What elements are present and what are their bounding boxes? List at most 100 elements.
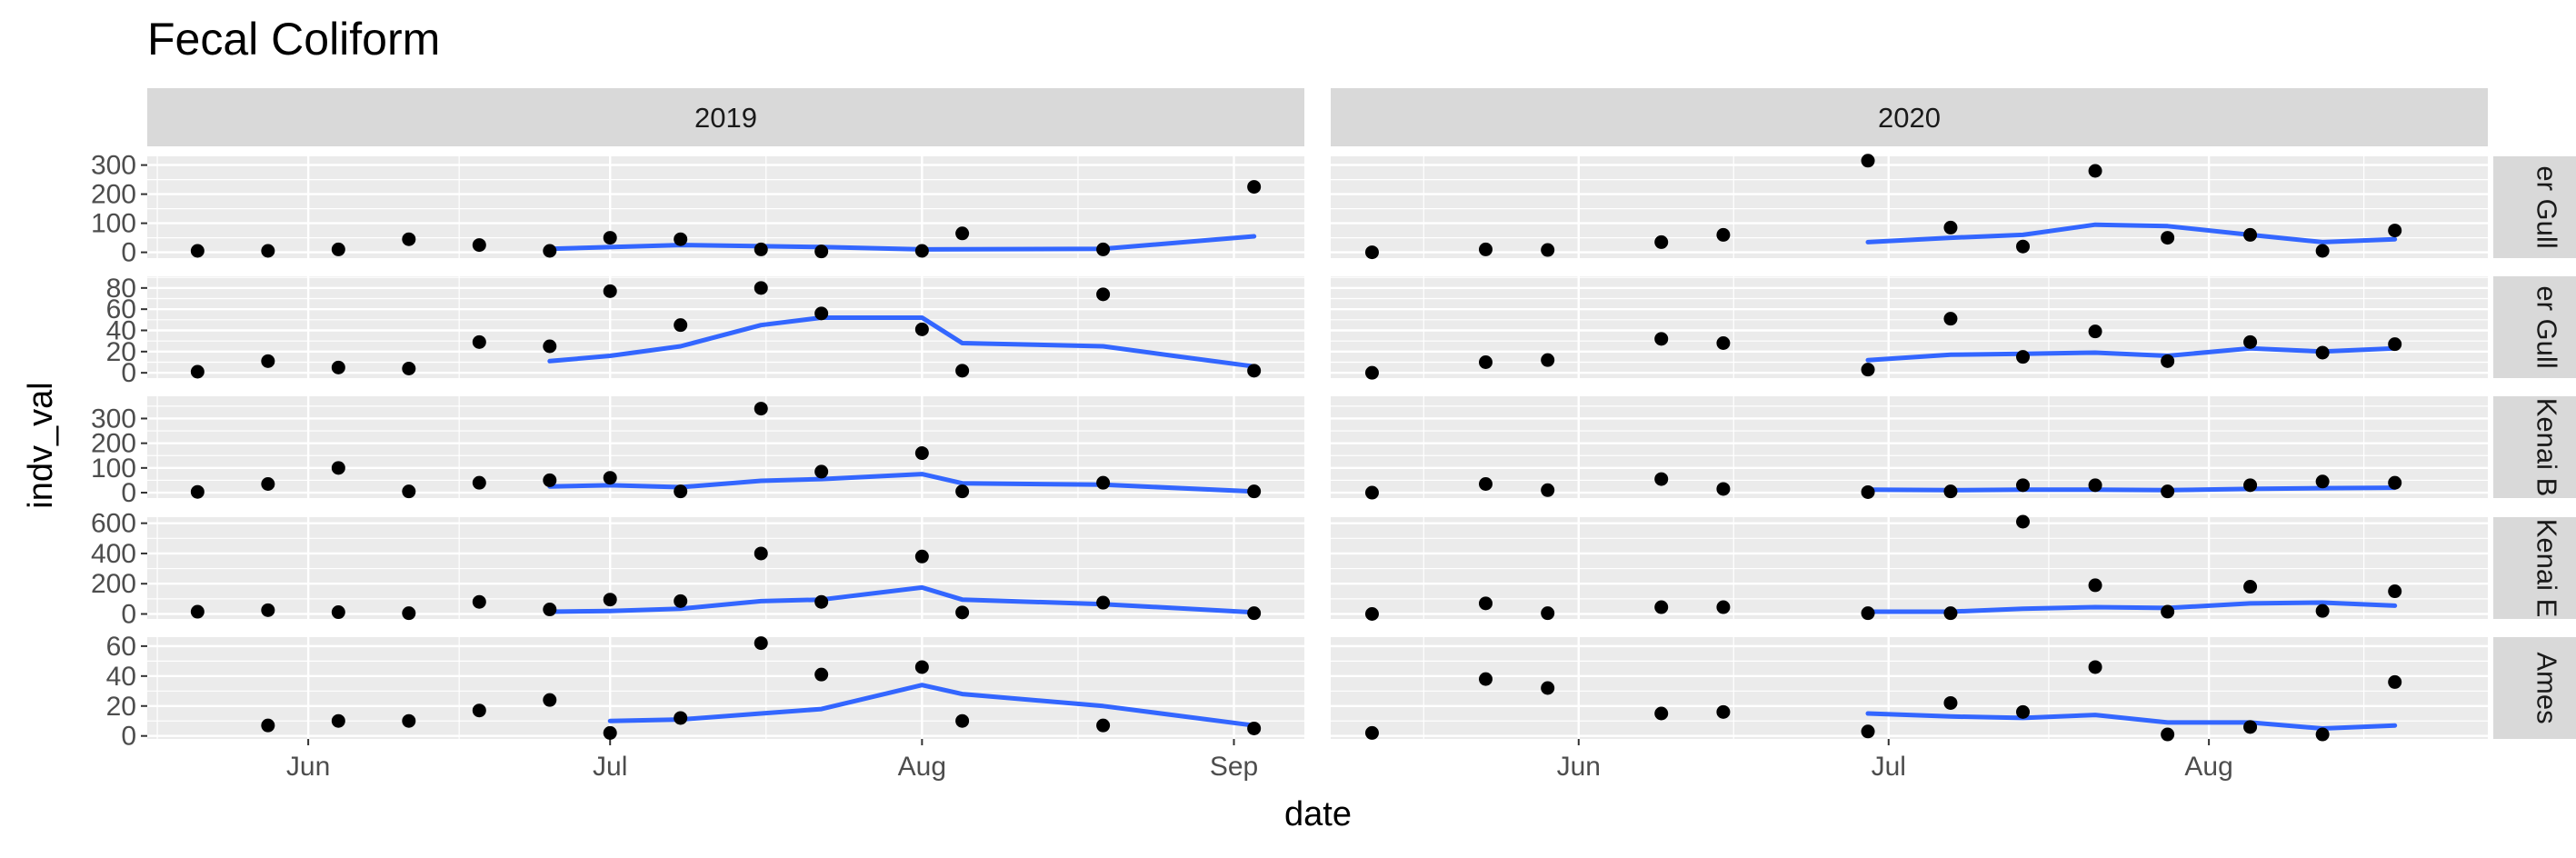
x-tick-label: Jul [593,752,627,782]
data-point [1096,718,1111,733]
data-point [914,244,929,258]
row-strip [2493,156,2576,258]
chart-title: Fecal Coliform [147,14,440,65]
facet-panel [1331,396,2488,498]
data-point [1478,672,1493,686]
facet-panel [1331,637,2488,739]
data-point [2016,239,2031,254]
data-point [2243,580,2258,594]
data-point [754,546,768,561]
data-point [543,339,557,354]
data-point [2315,474,2330,489]
smooth-line [1865,485,2398,493]
data-point [2016,704,2031,719]
data-point [2315,727,2330,742]
data-point [1247,606,1262,621]
column-strip [1331,88,2488,146]
facet-panel [147,637,1304,739]
data-point [1716,227,1731,242]
data-point [914,322,929,336]
data-point [2315,604,2330,618]
data-point [2315,244,2330,258]
data-point [1364,485,1379,500]
data-point [2016,350,2031,364]
y-tick-label: 40 [106,662,136,692]
data-point [1541,606,1555,621]
data-point [603,725,617,740]
data-point [1943,484,1958,499]
data-point [1861,606,1875,621]
data-point [2161,484,2175,499]
data-point [2388,337,2402,352]
data-point [1654,234,1669,249]
data-point [2388,674,2402,689]
column-strip-label: 2020 [1878,102,1941,134]
data-point [2243,478,2258,493]
data-point [814,244,829,259]
data-point [331,605,345,620]
data-point [331,242,345,256]
data-point [603,231,617,245]
row-strip-label: Kenai E [2531,519,2563,618]
data-point [190,244,205,258]
smooth-line [1865,600,2398,614]
data-point [2388,584,2402,599]
data-point [914,549,929,564]
y-tick-label: 0 [121,358,136,388]
data-point [2161,604,2175,619]
data-point [1861,484,1875,499]
data-point [472,238,486,253]
data-point [603,593,617,607]
data-point [2016,514,2031,529]
data-point [543,244,557,258]
y-axis-title: indv_val [22,382,60,508]
x-tick-label: Jun [286,752,330,782]
data-point [674,594,688,608]
y-tick-label: 0 [121,722,136,752]
data-point [2243,720,2258,734]
row-strip-label-group: Ames [2531,652,2563,723]
data-point [402,232,416,246]
data-point [674,318,688,333]
data-point [1364,607,1379,622]
data-point [814,594,829,609]
x-tick-label: Jun [1557,752,1601,782]
data-point [955,226,970,241]
data-point [674,484,688,499]
data-point [1247,364,1262,378]
data-point [402,484,416,499]
row-strip-label-group: er Gull [2531,165,2563,248]
y-tick-label: 300 [91,404,136,434]
row-strip [2493,276,2576,378]
y-tick-label: 600 [91,509,136,539]
data-point [2088,324,2102,339]
data-point [190,604,205,619]
data-point [603,471,617,485]
data-point [1478,477,1493,492]
data-point [1943,695,1958,710]
data-point [2088,578,2102,593]
data-point [754,402,768,416]
data-point [1096,475,1111,490]
data-point [1943,220,1958,234]
x-tick-label: Aug [2184,752,2232,782]
data-point [472,334,486,349]
data-point [814,306,829,321]
smooth-line [1865,222,2398,244]
data-point [261,718,275,733]
data-point [674,711,688,725]
data-point [1943,606,1958,621]
y-tick-label: 20 [106,692,136,722]
row-strip-label-group: er Gull [2531,285,2563,368]
y-tick-label: 100 [91,209,136,239]
row-strip-label-group: Kenai B [2531,398,2563,497]
x-tick-label: Sep [1210,752,1258,782]
data-point [331,360,345,374]
data-point [261,603,275,617]
data-point [754,281,768,295]
smooth-line [607,683,1257,728]
data-point [1654,472,1669,486]
x-tick-label: Jul [1872,752,1906,782]
data-point [1247,180,1262,195]
data-point [1364,725,1379,740]
